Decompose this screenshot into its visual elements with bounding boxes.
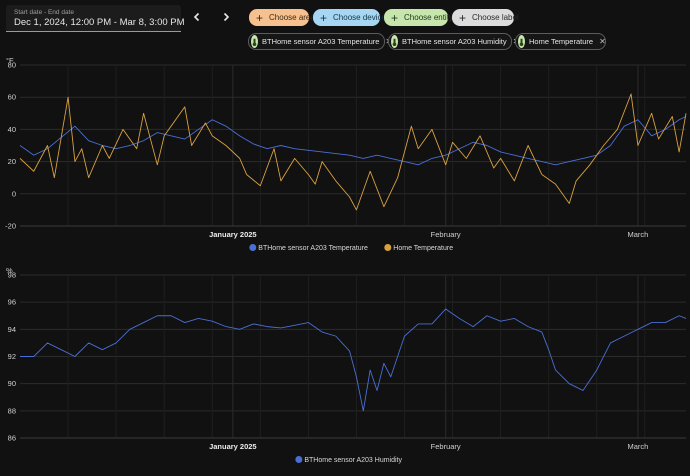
entity-tag-home-temperature[interactable]: Home Temperature ✕ [515,33,606,50]
plus-icon: + [459,10,467,25]
x-tick-label: March [628,230,649,239]
y-tick-label: 0 [12,189,16,198]
thermometer-icon [391,35,398,48]
series-line-0 [20,308,687,412]
temperature-chart-svg[interactable]: -20 0 20 40 60 80°F January 2025 February March B… [0,56,690,262]
y-tick-label: 40 [8,125,16,134]
y-tick-label: 60 [8,93,16,102]
entity-tag-label: BTHome sensor A203 Temperature [262,37,380,46]
humidity-chart-svg[interactable]: 86 88 90 92 94 96 98% January 2025 February March… [0,264,690,476]
previous-period-button[interactable] [189,9,205,25]
plus-icon: + [391,10,399,25]
choose-label-button[interactable]: + Choose label [452,9,519,26]
date-range-value: Dec 1, 2024, 12:00 PM - Mar 8, 3:00 PM [14,17,185,28]
choose-area-button[interactable]: + Choose area [249,9,315,26]
thermometer-icon [518,35,525,48]
date-range-picker[interactable]: Start date - End date Dec 1, 2024, 12:00… [6,5,185,32]
x-tick-label: January 2025 [209,442,257,451]
x-tick-label: March [628,442,649,451]
choose-label-label: Choose label [472,13,519,22]
y-tick-label: 90 [8,379,16,388]
thermometer-icon [251,35,258,48]
y-tick-label: -20 [5,222,16,231]
entity-tag-label: Home Temperature [529,37,594,46]
entity-tag-a203-humidity[interactable]: BTHome sensor A203 Humidity ✕ [388,33,519,50]
date-range-label: Start date - End date [14,9,74,16]
chevron-right-icon [223,12,230,22]
remove-entity-icon[interactable]: ✕ [599,37,606,46]
legend-label: Home Temperature [393,245,453,252]
legend-marker [295,456,303,463]
y-axis-unit: % [6,266,13,275]
humidity-chart[interactable]: 86 88 90 92 94 96 98% January 2025 February March… [0,264,690,476]
chevron-left-icon [193,12,200,22]
plus-icon: + [256,10,264,25]
choose-area-label: Choose area [269,13,315,22]
choose-device-label: Choose device [333,13,386,22]
y-tick-label: 88 [8,406,16,415]
legend-marker [249,244,257,251]
y-axis-unit: °F [6,56,14,65]
y-tick-label: 80 [8,61,16,70]
y-tick-label: 94 [8,325,16,334]
x-tick-label: January 2025 [209,230,257,239]
choose-device-button[interactable]: + Choose device [313,9,386,26]
x-tick-label: February [431,230,461,239]
x-tick-label: February [431,442,461,451]
series-line-1 [19,93,687,211]
legend-label: BTHome sensor A203 Humidity [304,457,402,464]
y-tick-label: 86 [8,434,16,443]
choose-entity-label: Choose entity [404,13,453,22]
series-line-0 [19,116,687,166]
legend-marker [384,244,392,251]
y-tick-label: 20 [8,157,16,166]
choose-entity-button[interactable]: + Choose entity [384,9,453,26]
legend-label: BTHome sensor A203 Temperature [258,245,368,252]
y-tick-label: 96 [8,298,16,307]
y-tick-label: 92 [8,352,16,361]
next-period-button[interactable] [218,9,234,25]
plus-icon: + [320,10,328,25]
entity-tag-label: BTHome sensor A203 Humidity [402,37,507,46]
temperature-chart[interactable]: -20 0 20 40 60 80 °F January 2025 February March B… [0,56,690,262]
y-tick-label: 98 [8,271,16,280]
entity-tag-a203-temperature[interactable]: BTHome sensor A203 Temperature ✕ [248,33,392,50]
